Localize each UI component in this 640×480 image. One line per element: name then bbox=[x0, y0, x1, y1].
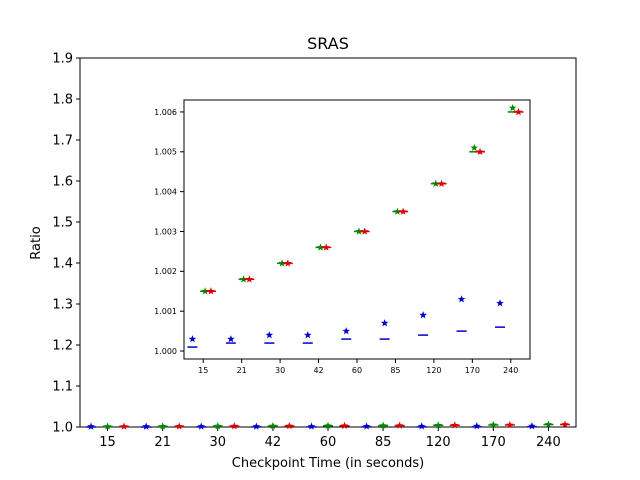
inset-x-tick-label: 120 bbox=[426, 366, 441, 375]
main-x-tick-label: 21 bbox=[154, 435, 171, 450]
main-outlier-marker bbox=[213, 422, 222, 430]
inset-outlier-marker bbox=[437, 179, 446, 187]
inset-x-tick-label: 60 bbox=[352, 366, 362, 375]
y-axis-label: Ratio bbox=[29, 226, 44, 259]
inset-y-tick-label: 1.003 bbox=[154, 227, 177, 236]
main-x-tick-label: 42 bbox=[265, 435, 282, 450]
chart-title: SRAS bbox=[307, 34, 349, 53]
main-x-tick-label: 170 bbox=[481, 435, 506, 450]
inset-y-tick-label: 1.000 bbox=[154, 347, 177, 356]
main-outlier-marker bbox=[252, 422, 261, 430]
main-x-tick-label: 15 bbox=[99, 435, 116, 450]
inset-outlier-marker bbox=[284, 259, 292, 267]
inset-outlier-marker bbox=[201, 287, 209, 295]
main-outlier-marker bbox=[395, 421, 404, 429]
main-outlier-marker bbox=[87, 422, 95, 430]
main-x-tick-label: 60 bbox=[320, 435, 337, 450]
inset-y-tick-label: 1.005 bbox=[154, 148, 177, 157]
main-outlier-marker bbox=[103, 422, 112, 430]
inset-outlier-marker bbox=[342, 327, 351, 335]
inset-x-tick-label: 30 bbox=[275, 366, 285, 375]
main-y-tick-label: 1.5 bbox=[52, 216, 73, 231]
inset-x-tick-label: 15 bbox=[198, 366, 208, 375]
main-y-tick-label: 1.8 bbox=[52, 93, 73, 108]
inset-x-tick-label: 170 bbox=[465, 366, 480, 375]
inset-outlier-marker bbox=[432, 179, 440, 187]
inset-outlier-marker bbox=[508, 103, 517, 112]
main-y-tick-label: 1.4 bbox=[52, 257, 73, 272]
inset-outlier-marker bbox=[399, 207, 407, 215]
inset-y-tick-label: 1.004 bbox=[154, 188, 177, 197]
main-y-tick-label: 1.1 bbox=[52, 380, 73, 395]
main-outlier-marker bbox=[175, 422, 183, 430]
main-outlier-marker bbox=[340, 421, 349, 430]
inset-y-tick-label: 1.001 bbox=[154, 307, 177, 316]
inset-outlier-marker bbox=[207, 287, 215, 295]
main-outlier-marker bbox=[506, 420, 514, 429]
inset-outlier-marker bbox=[265, 331, 274, 339]
main-outlier-marker bbox=[561, 420, 569, 428]
inset-outlier-marker bbox=[470, 143, 479, 152]
inset-x-tick-label: 21 bbox=[237, 366, 247, 375]
main-x-tick-label: 85 bbox=[375, 435, 392, 450]
main-outlier-marker bbox=[528, 422, 536, 430]
main-outlier-marker bbox=[142, 422, 150, 430]
main-outlier-marker bbox=[379, 421, 387, 429]
inset-outlier-marker bbox=[393, 207, 402, 215]
main-outlier-marker bbox=[197, 422, 206, 430]
inset-outlier-marker bbox=[496, 299, 504, 307]
x-axis-label: Checkpoint Time (in seconds) bbox=[232, 456, 425, 471]
main-y-tick-label: 1.9 bbox=[52, 52, 73, 67]
main-outlier-marker bbox=[473, 422, 481, 430]
inset-outlier-marker bbox=[457, 295, 466, 303]
main-outlier-marker bbox=[158, 422, 167, 430]
inset-outlier-marker bbox=[239, 275, 248, 283]
main-y-tick-label: 1.2 bbox=[52, 339, 73, 354]
main-x-tick-label: 240 bbox=[536, 435, 561, 450]
main-y-tick-label: 1.7 bbox=[52, 134, 73, 149]
main-y-tick-label: 1.6 bbox=[52, 175, 73, 190]
main-outlier-marker bbox=[230, 422, 239, 430]
inset-outlier-marker bbox=[188, 335, 197, 343]
inset-x-tick-label: 42 bbox=[313, 366, 323, 375]
inset-outlier-marker bbox=[303, 331, 312, 339]
main-outlier-marker bbox=[362, 422, 371, 430]
inset-outlier-marker bbox=[278, 259, 286, 267]
main-outlier-marker bbox=[324, 421, 332, 430]
main-y-tick-label: 1.0 bbox=[52, 421, 73, 436]
main-x-tick-label: 30 bbox=[210, 435, 227, 450]
main-outlier-marker bbox=[434, 421, 443, 429]
inset-outlier-marker bbox=[476, 147, 484, 156]
inset-outlier-marker bbox=[322, 243, 331, 251]
inset-x-tick-label: 240 bbox=[503, 366, 518, 375]
inset-outlier-marker bbox=[245, 275, 254, 283]
main-outlier-marker bbox=[489, 420, 498, 429]
inset-outlier-marker bbox=[419, 311, 427, 319]
main-outlier-marker bbox=[450, 421, 459, 429]
main-outlier-marker bbox=[307, 422, 316, 430]
inset-outlier-marker bbox=[355, 227, 363, 235]
inset-outlier-marker bbox=[360, 227, 369, 235]
main-outlier-marker bbox=[269, 421, 277, 430]
main-outlier-marker bbox=[285, 421, 294, 430]
inset-y-tick-label: 1.006 bbox=[154, 108, 177, 117]
inset-outlier-marker bbox=[380, 319, 389, 327]
inset-plot-area: 1.000 1.001 1.002 1.003 1.004 1.005 1.006 15 21 3… bbox=[154, 99, 531, 375]
main-y-tick-label: 1.3 bbox=[52, 298, 73, 313]
main-x-tick-label: 120 bbox=[426, 435, 451, 450]
main-outlier-marker bbox=[417, 422, 426, 430]
inset-outlier-marker bbox=[316, 243, 325, 251]
inset-x-tick-label: 85 bbox=[390, 366, 400, 375]
inset-frame bbox=[183, 99, 531, 360]
main-outlier-marker bbox=[544, 420, 553, 428]
inset-outlier-marker bbox=[227, 335, 235, 343]
main-outlier-marker bbox=[120, 422, 128, 430]
inset-outlier-marker bbox=[514, 107, 523, 116]
inset-y-tick-label: 1.002 bbox=[154, 267, 177, 276]
